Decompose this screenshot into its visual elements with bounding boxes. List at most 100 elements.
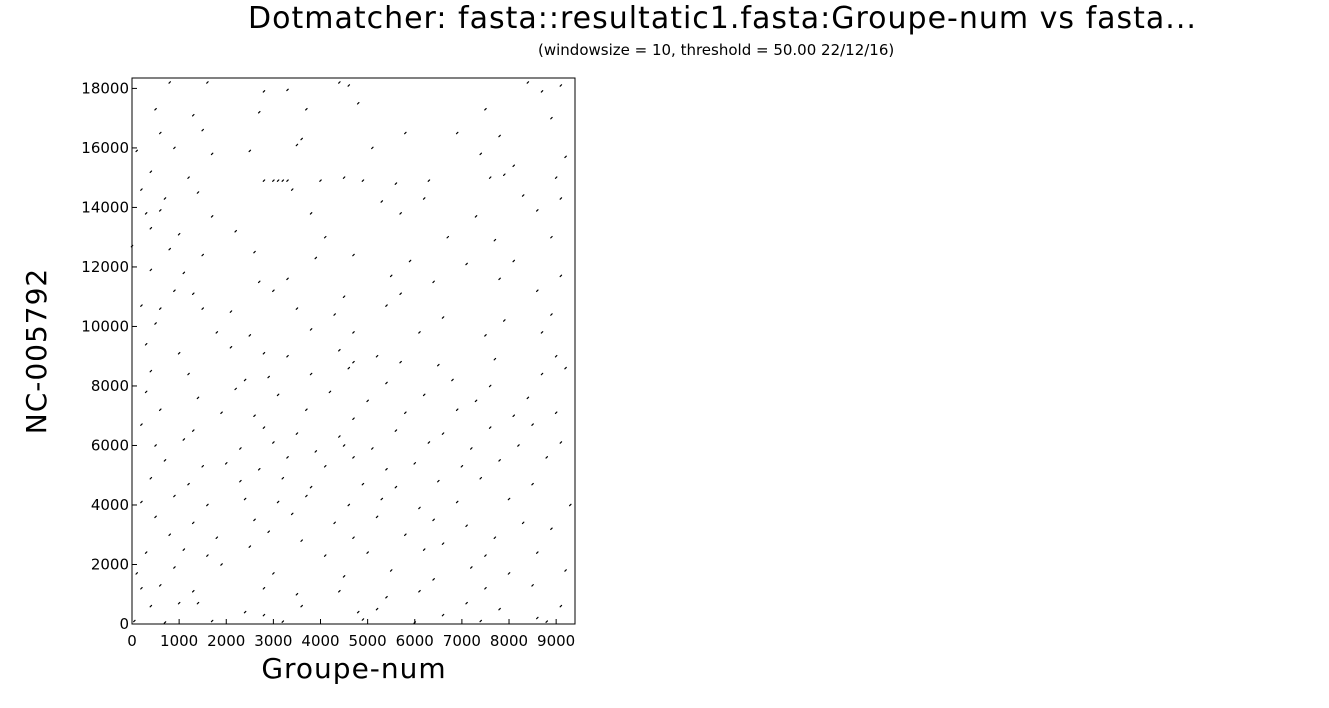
match-dot bbox=[389, 274, 393, 278]
match-dot bbox=[347, 84, 351, 87]
match-dot bbox=[305, 408, 308, 412]
match-dot bbox=[352, 331, 355, 334]
match-dot bbox=[309, 485, 313, 489]
match-dot bbox=[191, 113, 195, 117]
match-dot bbox=[517, 444, 520, 447]
match-dot bbox=[182, 548, 186, 551]
match-dot bbox=[413, 462, 417, 465]
match-dot bbox=[300, 539, 303, 542]
match-dot bbox=[512, 414, 516, 418]
match-dot bbox=[404, 131, 407, 135]
match-dot bbox=[286, 277, 289, 281]
match-dot bbox=[375, 515, 379, 519]
match-dot bbox=[479, 152, 483, 156]
match-dot bbox=[158, 307, 162, 310]
match-dot bbox=[201, 128, 204, 132]
match-dot bbox=[338, 348, 341, 352]
match-dot bbox=[441, 316, 445, 319]
match-dot bbox=[305, 494, 308, 498]
match-dot bbox=[191, 589, 195, 593]
match-dot bbox=[201, 253, 204, 257]
match-dot bbox=[201, 464, 204, 468]
match-dot bbox=[465, 262, 468, 266]
dot-matches bbox=[130, 81, 572, 624]
match-dot bbox=[144, 343, 148, 346]
match-dot bbox=[422, 548, 426, 551]
x-tick-label: 7000 bbox=[443, 632, 481, 650]
match-dot bbox=[455, 131, 459, 135]
match-dot bbox=[215, 331, 219, 334]
match-dot bbox=[385, 467, 388, 471]
match-dot bbox=[404, 411, 407, 415]
match-dot bbox=[163, 459, 167, 462]
match-dot bbox=[158, 131, 162, 135]
x-axis: 0 1000 2000 3000 4000 5000 6000 7000 8000 9000 bbox=[127, 619, 575, 650]
match-dot bbox=[210, 619, 214, 623]
match-dot bbox=[210, 215, 214, 218]
match-dot bbox=[314, 450, 318, 453]
match-dot bbox=[149, 604, 153, 608]
match-dot bbox=[272, 441, 275, 444]
match-dot bbox=[488, 426, 492, 429]
match-dot bbox=[248, 334, 252, 337]
match-dot bbox=[342, 444, 346, 447]
match-dot bbox=[140, 423, 143, 426]
match-dot bbox=[498, 607, 501, 611]
match-dot bbox=[286, 456, 289, 459]
y-tick-label: 4000 bbox=[91, 496, 129, 514]
match-dot bbox=[177, 232, 181, 236]
match-dot bbox=[470, 566, 473, 569]
match-dot bbox=[177, 351, 181, 355]
match-dot bbox=[276, 393, 280, 397]
match-dot bbox=[352, 456, 355, 459]
match-dot bbox=[135, 149, 139, 153]
match-dot bbox=[281, 620, 285, 623]
match-dot bbox=[234, 387, 237, 391]
match-dot bbox=[380, 200, 384, 203]
match-dot bbox=[503, 319, 506, 322]
match-dot bbox=[559, 84, 563, 87]
y-tick-label: 8000 bbox=[91, 377, 129, 395]
match-dot bbox=[229, 310, 233, 313]
match-dot bbox=[361, 618, 365, 621]
match-dot bbox=[460, 464, 464, 468]
match-dot bbox=[257, 467, 261, 471]
match-dot bbox=[220, 563, 223, 566]
match-dot bbox=[559, 604, 563, 608]
match-dot bbox=[154, 444, 157, 447]
y-tick-label: 10000 bbox=[81, 317, 129, 335]
match-dot bbox=[262, 586, 266, 590]
match-dot bbox=[361, 179, 365, 182]
y-tick-label: 6000 bbox=[91, 436, 129, 454]
x-tick-label: 5000 bbox=[349, 632, 387, 650]
match-dot bbox=[564, 155, 567, 159]
match-dot bbox=[295, 143, 299, 147]
x-tick-label: 9000 bbox=[537, 632, 575, 650]
match-dot bbox=[498, 134, 501, 138]
match-dot bbox=[319, 179, 322, 182]
match-dot bbox=[342, 575, 346, 578]
match-dot bbox=[215, 536, 219, 540]
match-dot bbox=[224, 462, 228, 465]
y-tick-label: 12000 bbox=[81, 258, 129, 276]
match-dot bbox=[531, 423, 534, 426]
match-dot bbox=[399, 360, 402, 364]
match-dot bbox=[262, 179, 266, 182]
match-dot bbox=[281, 476, 285, 480]
match-dot bbox=[196, 396, 200, 400]
match-dot bbox=[173, 566, 176, 569]
match-dot bbox=[484, 107, 487, 111]
match-dot bbox=[554, 354, 558, 358]
x-tick-label: 3000 bbox=[254, 632, 292, 650]
match-dot bbox=[168, 81, 172, 84]
y-tick-label: 2000 bbox=[91, 555, 129, 573]
match-dot bbox=[253, 518, 256, 522]
match-dot bbox=[432, 578, 435, 581]
match-dot bbox=[323, 554, 327, 557]
match-dot bbox=[286, 179, 289, 182]
match-dot bbox=[149, 226, 153, 230]
match-dot bbox=[300, 137, 303, 141]
match-dot bbox=[149, 268, 153, 272]
match-dot bbox=[163, 197, 167, 200]
match-dot bbox=[422, 393, 426, 397]
